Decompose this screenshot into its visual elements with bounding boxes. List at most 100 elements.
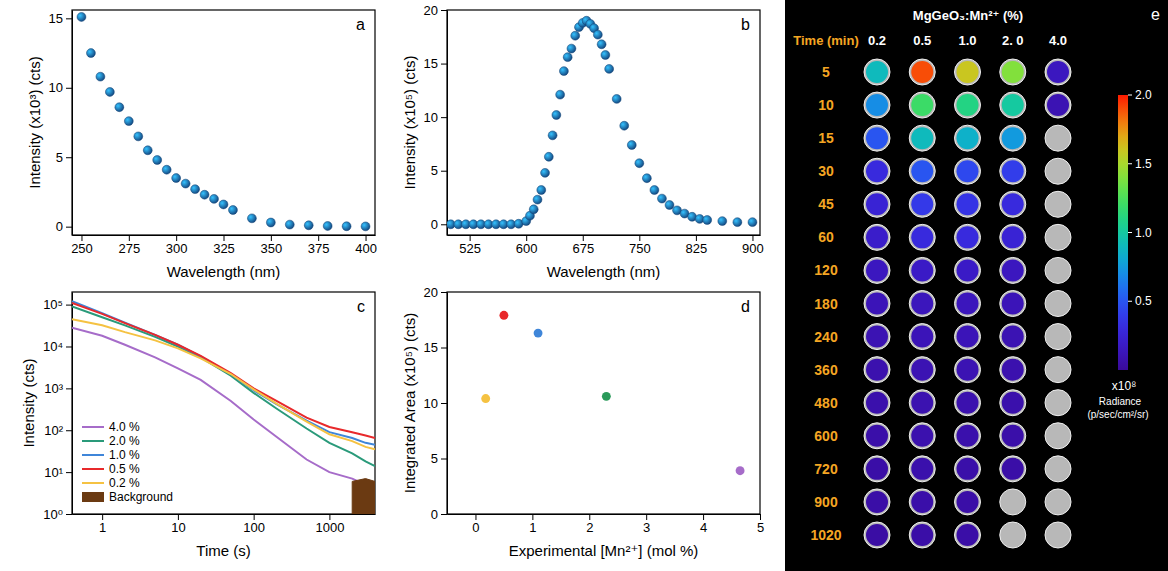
well [955,92,981,118]
panel-c: 110100100010⁰10¹10²10³10⁴10⁵Time (s)Inte… [20,292,376,559]
well [1045,158,1071,184]
x-tick: 10 [171,514,185,535]
y-tick-label: 10⁴ [43,339,63,354]
well [1000,357,1026,383]
cell [911,425,933,447]
legend-swatch [82,426,104,428]
point [361,222,370,231]
column-label: 2. 0 [1002,33,1024,48]
point [219,200,228,209]
point [571,31,580,40]
well [909,324,935,350]
well [955,489,981,515]
well [955,191,981,217]
cell [957,193,979,215]
x-tick-label: 600 [516,241,538,256]
panel-letter: e [1151,6,1160,23]
y-tick-label: 5 [431,451,438,466]
point [210,194,219,203]
cell [911,94,933,116]
y-tick: 10¹ [44,465,72,480]
cell [957,524,979,546]
point [597,40,606,49]
cell [866,359,888,381]
well [1000,390,1026,416]
x-tick-label: 300 [166,241,188,256]
point [247,214,256,223]
point [733,218,742,227]
y-axis-line [72,293,73,515]
y-tick: 5 [431,163,447,178]
well [864,125,890,151]
colorbar [1118,95,1128,370]
point [601,51,610,60]
point [533,195,542,204]
legend-entry: 2.0 % [82,434,140,448]
well [1000,423,1026,449]
y-tick-label: 0 [431,507,438,522]
y-tick: 10 [424,396,447,411]
well [864,257,890,283]
y-axis-title: Intensity (cts) [20,358,37,447]
x-tick-label: 525 [459,241,481,256]
point [593,30,602,39]
x-tick-label: 5 [757,520,764,535]
x-tick-mark [703,514,704,520]
y-tick-label: 5 [431,163,438,178]
point [541,168,550,177]
y-tick-label: 10 [49,80,63,95]
x-tick: 525 [459,235,481,256]
y-tick-label: 10 [424,396,438,411]
colorbar-units: (p/sec/cm²/sr) [1087,409,1148,420]
point [635,159,644,168]
y-tick-mark [441,403,447,404]
y-axis-line [447,11,448,236]
y-tick-label: 10³ [44,381,63,396]
point [563,53,572,62]
well [1045,423,1071,449]
x-tick-mark [176,235,177,241]
y-tick-label: 10⁵ [43,297,63,312]
point [191,185,200,194]
row-label: 1020 [810,527,841,543]
y-tick-label: 10⁰ [43,507,63,522]
well [955,257,981,283]
point [612,94,621,103]
y-tick-mark [441,292,447,293]
cell [1002,326,1024,348]
well [1000,489,1026,515]
cell [1002,226,1024,248]
cell [911,326,933,348]
point [642,174,651,183]
x-axis: 525600675750825900 [448,235,764,256]
legend-swatch [82,492,104,502]
x-tick-label: 325 [213,241,235,256]
x-tick: 675 [572,235,594,256]
row-label: 10 [818,97,834,113]
y-tick-mark [66,472,72,473]
well [1000,224,1026,250]
y-axis-line [447,293,448,515]
cell [911,359,933,381]
well [1045,125,1071,151]
y-tick: 10² [44,423,72,438]
x-tick: 400 [355,235,377,256]
cell [957,326,979,348]
cell [866,61,888,83]
column-label: 0.5 [913,33,931,48]
cell [1002,425,1024,447]
y-tick-mark [441,117,447,118]
y-tick-label: 15 [424,340,438,355]
x-tick-label: 2 [586,520,593,535]
colorbar-tick [1128,163,1132,164]
line [72,307,375,466]
well [864,357,890,383]
row-label: 15 [818,130,834,146]
x-tick-mark [81,235,82,241]
point [537,186,546,195]
cell [866,392,888,414]
x-tick-mark [178,514,179,520]
legend-entry: 0.5 % [82,462,140,476]
row-label: 5 [822,64,830,80]
marks [447,16,757,228]
